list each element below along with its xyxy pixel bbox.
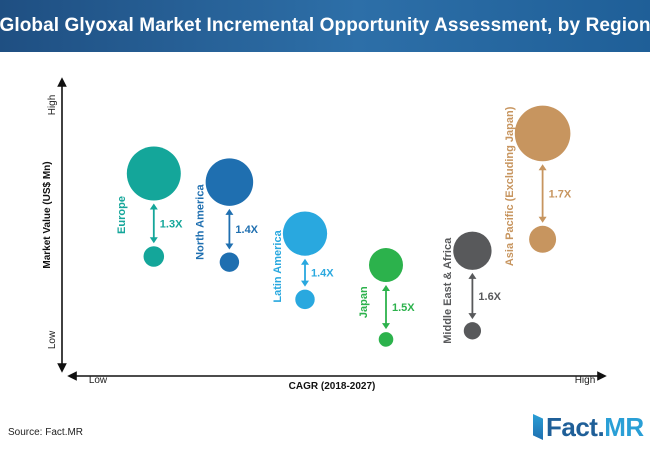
bubble-middle-east-africa-2018 bbox=[463, 322, 482, 340]
series-europe: 1.3X Europe bbox=[116, 146, 183, 267]
y-tick-low: Low bbox=[47, 330, 58, 349]
logo-prefix: Fact. bbox=[546, 411, 605, 442]
chart-marks: 1.3X Europe 1.4X North America 1.4X Latin Ame… bbox=[116, 105, 572, 347]
series-asia-pacific-excluding-japan: 1.7X Asia Pacific (Excluding Japan) bbox=[504, 105, 572, 266]
growth-arrow-latin-america bbox=[301, 258, 309, 287]
multiplier-label-latin-america: 1.4X bbox=[311, 268, 334, 280]
bubble-europe-2027 bbox=[126, 146, 181, 201]
growth-arrow-middle-east-africa bbox=[468, 272, 477, 320]
series-middle-east-africa: 1.6X Middle East & Africa bbox=[442, 231, 502, 344]
region-label-europe: Europe bbox=[116, 196, 128, 234]
bubble-japan-2027 bbox=[368, 248, 404, 283]
chart-title: Global Glyoxal Market Incremental Opport… bbox=[0, 15, 650, 36]
bubble-asia-pacific-excluding-japan-2027 bbox=[514, 105, 571, 162]
y-axis-label: Market Value (US$ Mn) bbox=[42, 161, 53, 268]
logo-mark-icon bbox=[533, 414, 543, 440]
y-tick-high: High bbox=[47, 95, 58, 116]
x-axis-label: CAGR (2018-2027) bbox=[289, 381, 376, 392]
bubble-middle-east-africa-2027 bbox=[453, 231, 492, 270]
bubble-north-america-2027 bbox=[205, 158, 254, 206]
growth-arrow-asia-pacific-excluding-japan bbox=[538, 164, 547, 223]
bubble-north-america-2018 bbox=[219, 252, 240, 272]
x-tick-low: Low bbox=[89, 375, 108, 386]
multiplier-label-europe: 1.3X bbox=[160, 218, 183, 230]
region-label-latin-america: Latin America bbox=[272, 229, 284, 302]
chart-header: Global Glyoxal Market Incremental Opport… bbox=[0, 0, 650, 52]
series-north-america: 1.4X North America bbox=[195, 158, 259, 272]
region-label-middle-east-africa: Middle East & Africa bbox=[442, 237, 454, 344]
logo-suffix: MR bbox=[604, 411, 644, 442]
series-latin-america: 1.4X Latin America bbox=[272, 211, 334, 310]
x-tick-high: High bbox=[575, 375, 596, 386]
growth-arrow-europe bbox=[149, 203, 158, 244]
logo-wordmark: Fact.MR bbox=[546, 412, 644, 443]
series-japan: 1.5X Japan bbox=[358, 248, 415, 347]
multiplier-label-north-america: 1.4X bbox=[235, 224, 258, 236]
growth-arrow-japan bbox=[382, 285, 390, 330]
multiplier-label-japan: 1.5X bbox=[392, 302, 415, 314]
multiplier-label-middle-east-africa: 1.6X bbox=[478, 291, 501, 303]
region-label-japan: Japan bbox=[358, 286, 370, 318]
multiplier-label-asia-pacific-excluding-japan: 1.7X bbox=[549, 189, 572, 201]
chart-axes: High Low Market Value (US$ Mn) Low High … bbox=[42, 77, 607, 392]
region-label-north-america: North America bbox=[195, 184, 207, 260]
factmr-logo: Fact.MR bbox=[533, 410, 646, 444]
bubble-europe-2018 bbox=[143, 246, 165, 267]
bubble-asia-pacific-excluding-japan-2018 bbox=[529, 225, 557, 253]
bubble-japan-2018 bbox=[378, 332, 394, 347]
bubble-chart: High Low Market Value (US$ Mn) Low High … bbox=[42, 77, 607, 392]
bubble-latin-america-2027 bbox=[282, 211, 328, 256]
source-note: Source: Fact.MR bbox=[8, 427, 84, 438]
growth-arrow-north-america bbox=[225, 208, 234, 250]
bubble-latin-america-2018 bbox=[295, 289, 315, 310]
region-label-asia-pacific-excluding-japan: Asia Pacific (Excluding Japan) bbox=[504, 106, 516, 266]
